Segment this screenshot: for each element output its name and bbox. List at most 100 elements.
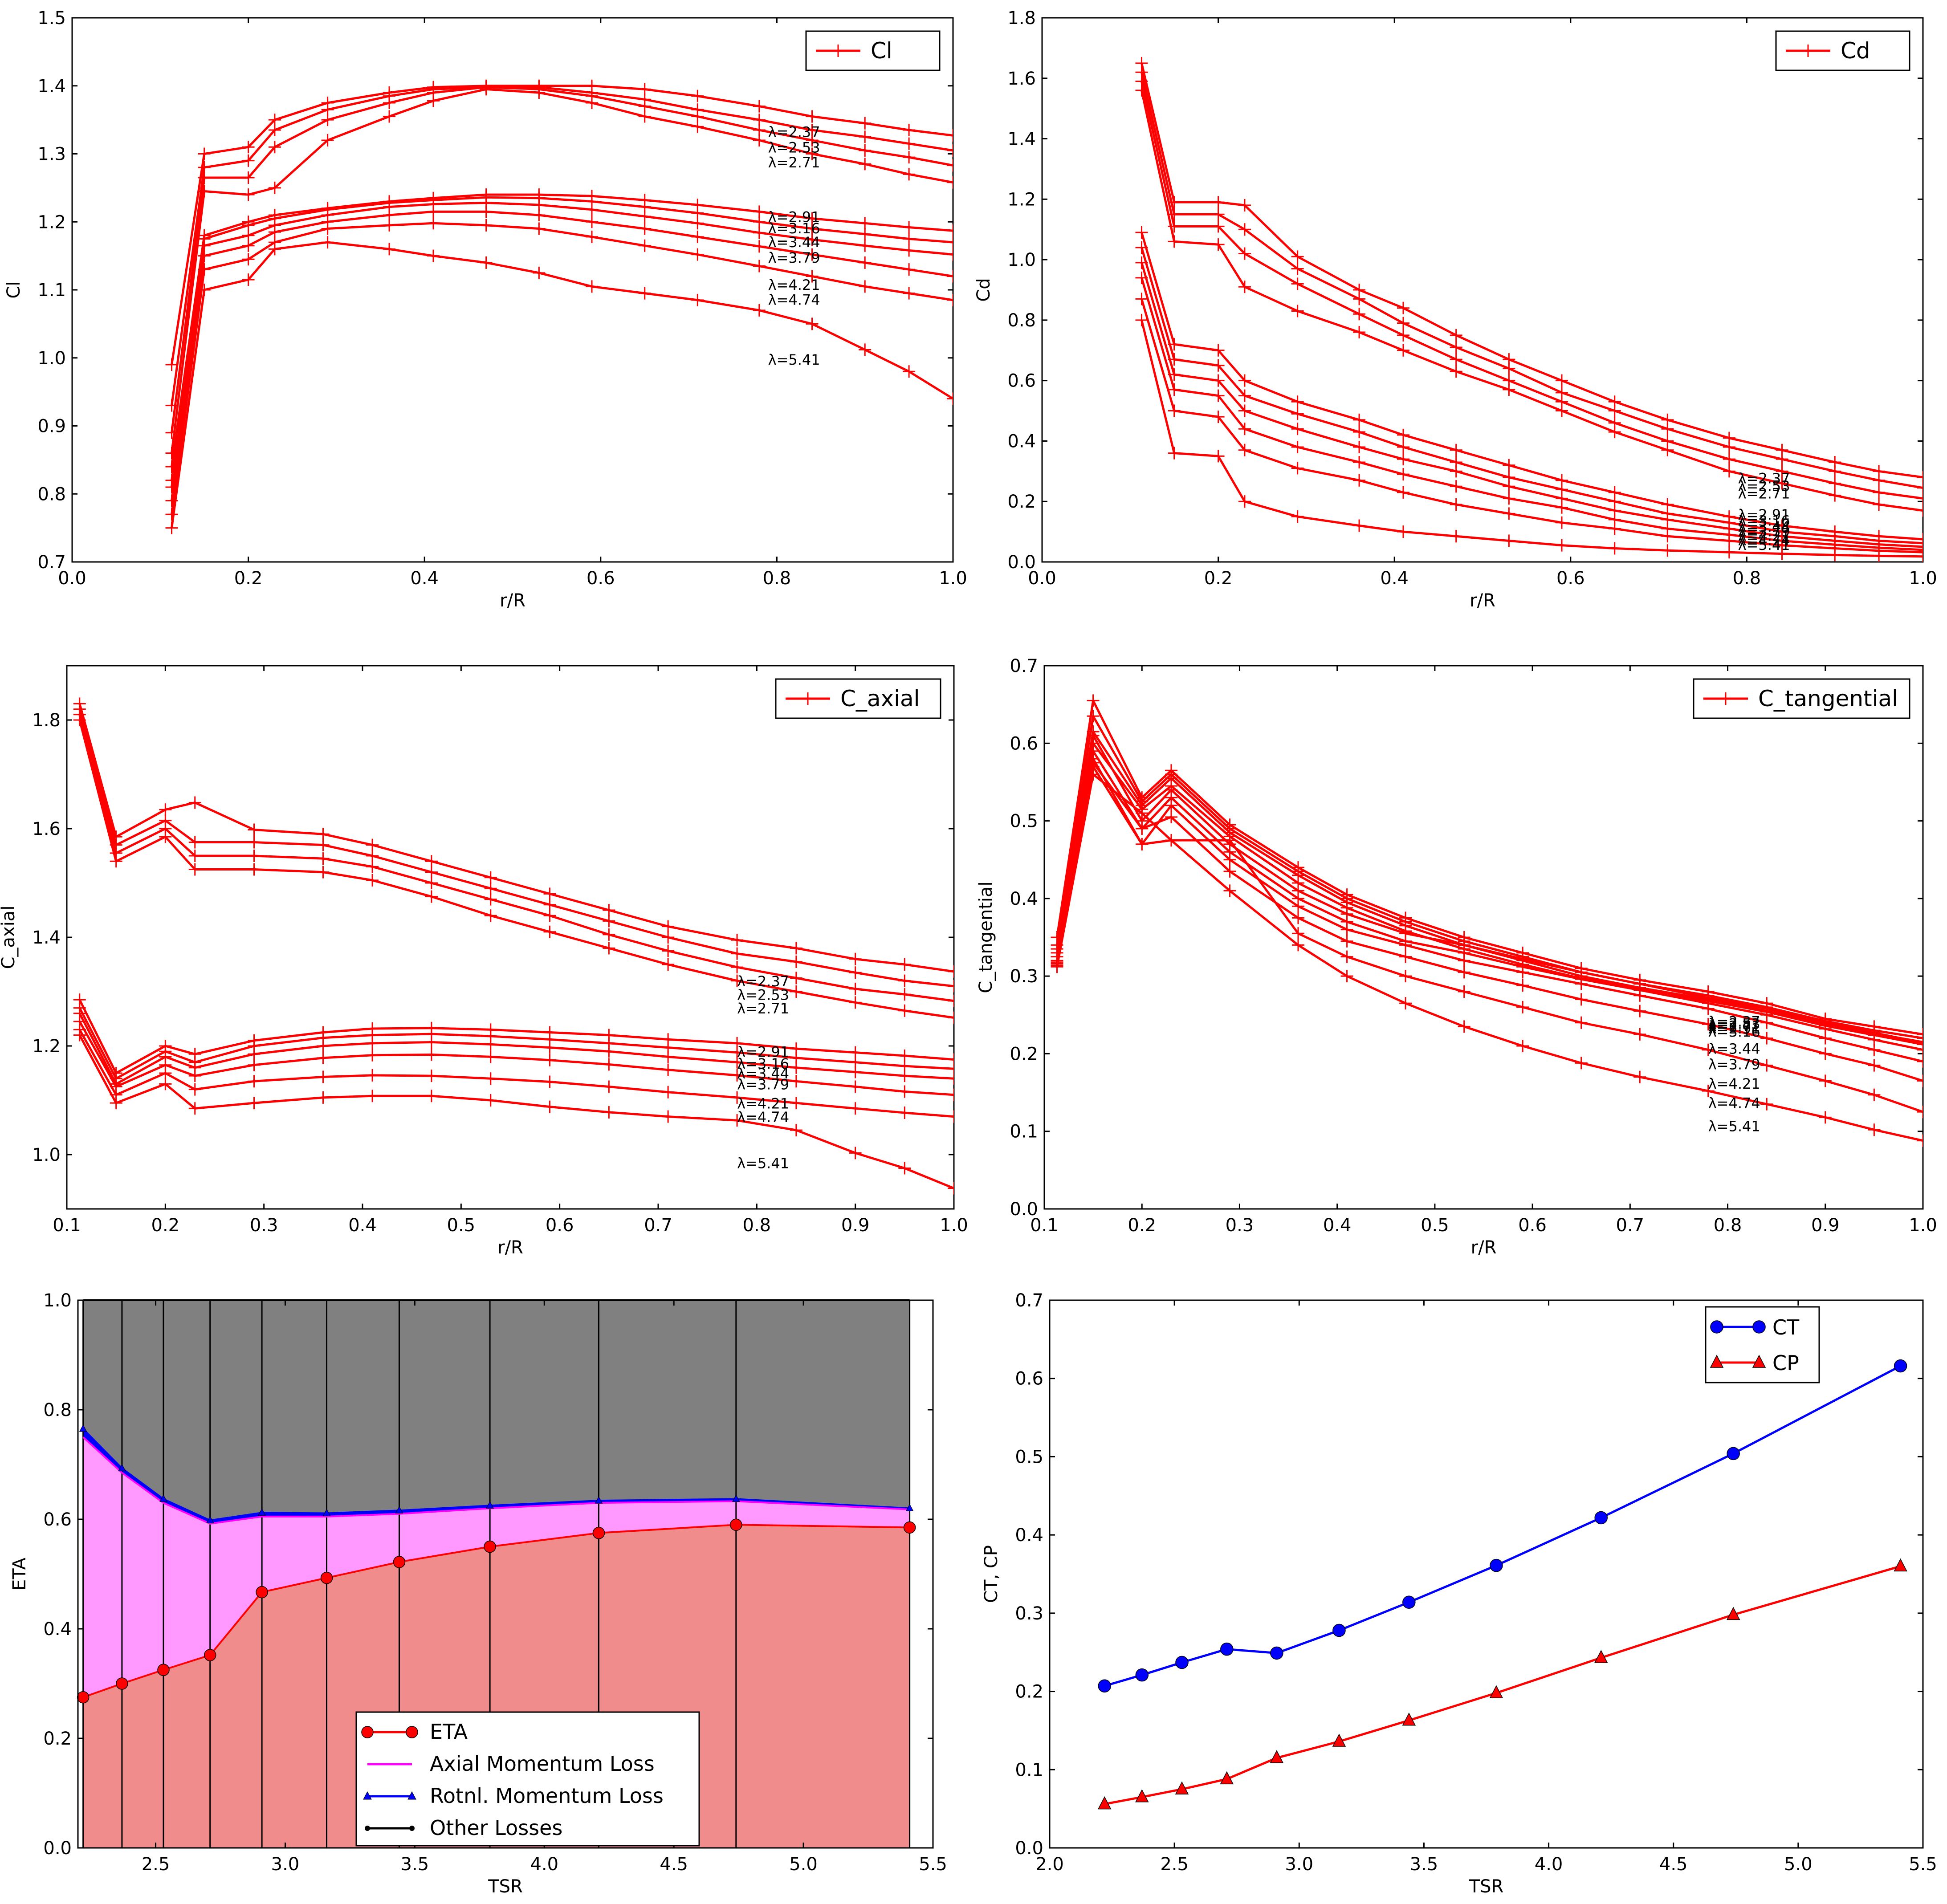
lambda-label: λ=2.53 (1708, 1016, 1760, 1033)
data-point (268, 124, 281, 137)
legend-label: Cl (871, 38, 892, 64)
data-point (1458, 966, 1470, 979)
data-point (393, 1556, 406, 1568)
data-point (1223, 834, 1236, 847)
data-point (1223, 865, 1236, 878)
data-point (903, 221, 916, 234)
data-point (790, 985, 802, 998)
data-point (110, 1097, 122, 1110)
lambda-label: λ=3.16 (737, 1055, 789, 1072)
data-point (1397, 301, 1409, 314)
data-point (1168, 404, 1181, 417)
data-point (1819, 1111, 1832, 1124)
data-point (1917, 543, 1923, 556)
data-point (1238, 281, 1251, 293)
data-point (1175, 1781, 1189, 1794)
series-CP (1098, 1558, 1907, 1810)
x-tick-label: 2.5 (142, 1854, 170, 1875)
data-point (1894, 1359, 1907, 1373)
x-tick-label: 0.2 (1204, 568, 1233, 589)
data-point (1917, 1074, 1923, 1087)
data-point (242, 188, 255, 201)
data-point (1503, 492, 1515, 505)
data-point (638, 287, 651, 300)
lambda-label: λ=4.74 (1738, 532, 1790, 549)
data-point (662, 944, 675, 957)
data-point (1087, 768, 1100, 781)
data-point (1776, 477, 1788, 490)
y-tick-label: 0.0 (1010, 1199, 1038, 1220)
data-point (790, 955, 802, 968)
data-point (603, 1058, 615, 1071)
data-point (425, 1048, 438, 1061)
data-point (1291, 277, 1304, 290)
data-point (188, 836, 201, 849)
y-tick-label: 1.2 (32, 1036, 61, 1057)
data-point (731, 934, 744, 947)
y-tick-label: 0.6 (1015, 1369, 1043, 1389)
x-tick-label: 0.8 (743, 1215, 771, 1236)
series-λ=4.21 (1051, 756, 1923, 1087)
data-point (1165, 810, 1177, 823)
legend-marker (1752, 1355, 1766, 1368)
data-point (691, 90, 704, 102)
series-λ=2.91 (165, 83, 953, 460)
legend-box (1775, 30, 1910, 71)
y-tick-label: 0.2 (43, 1729, 72, 1749)
data-point (731, 1091, 744, 1104)
data-point (948, 1011, 954, 1024)
lambda-label: λ=4.21 (1708, 1075, 1760, 1092)
data-point (1135, 226, 1148, 239)
data-point (1238, 374, 1251, 387)
y-axis-label: ETA (9, 1557, 30, 1591)
data-point (1450, 365, 1462, 378)
data-point (484, 1038, 497, 1051)
series-λ=2.91 (73, 714, 954, 1024)
lambda-label: λ=3.79 (1708, 1056, 1760, 1073)
x-tick-label: 3.0 (1285, 1854, 1313, 1875)
lambda-label: λ=4.74 (737, 1109, 789, 1126)
data-point (731, 961, 744, 974)
data-point (1829, 465, 1841, 478)
data-point (1399, 939, 1412, 952)
legend-marker (407, 1791, 416, 1800)
data-point (753, 260, 766, 273)
legend-label: Rotnl. Momentum Loss (430, 1784, 664, 1808)
legend: Cl (805, 30, 941, 71)
data-point (1516, 966, 1529, 979)
lambda-label: λ=3.44 (737, 1065, 789, 1082)
data-point (484, 1050, 497, 1063)
lambda-label: λ=2.37 (1708, 1013, 1760, 1030)
x-tick-label: 3.0 (271, 1854, 300, 1875)
lambda-label: λ=5.41 (768, 351, 820, 368)
data-point (1397, 344, 1409, 357)
data-point (731, 947, 744, 960)
data-point (1608, 426, 1621, 439)
data-point (1490, 1558, 1503, 1572)
y-tick-label: 0.2 (1010, 1044, 1038, 1064)
lambda-label: λ=2.91 (1708, 1020, 1760, 1037)
data-point (1212, 389, 1225, 402)
lambda-label: λ=3.44 (1708, 1040, 1760, 1057)
y-axis-label: Cd (974, 278, 994, 301)
data-point (1503, 459, 1515, 472)
data-point (1136, 822, 1149, 835)
data-point (159, 1078, 172, 1090)
data-point (425, 1090, 438, 1103)
data-point (1661, 530, 1674, 543)
data-point (1917, 504, 1923, 517)
data-point (1136, 838, 1149, 850)
lambda-label: λ=3.16 (768, 220, 820, 237)
x-tick-label: 3.5 (1410, 1854, 1438, 1875)
y-axis-label: Cl (4, 281, 24, 298)
x-axis-label: TSR (488, 1876, 523, 1897)
data-point (1776, 453, 1788, 466)
data-point (849, 982, 862, 995)
data-point (383, 96, 396, 109)
data-point (480, 219, 493, 232)
data-point (1212, 238, 1225, 251)
data-point (1340, 935, 1353, 948)
data-point (806, 147, 819, 160)
data-point (1917, 1043, 1923, 1056)
x-tick-label: 2.5 (1160, 1854, 1189, 1875)
